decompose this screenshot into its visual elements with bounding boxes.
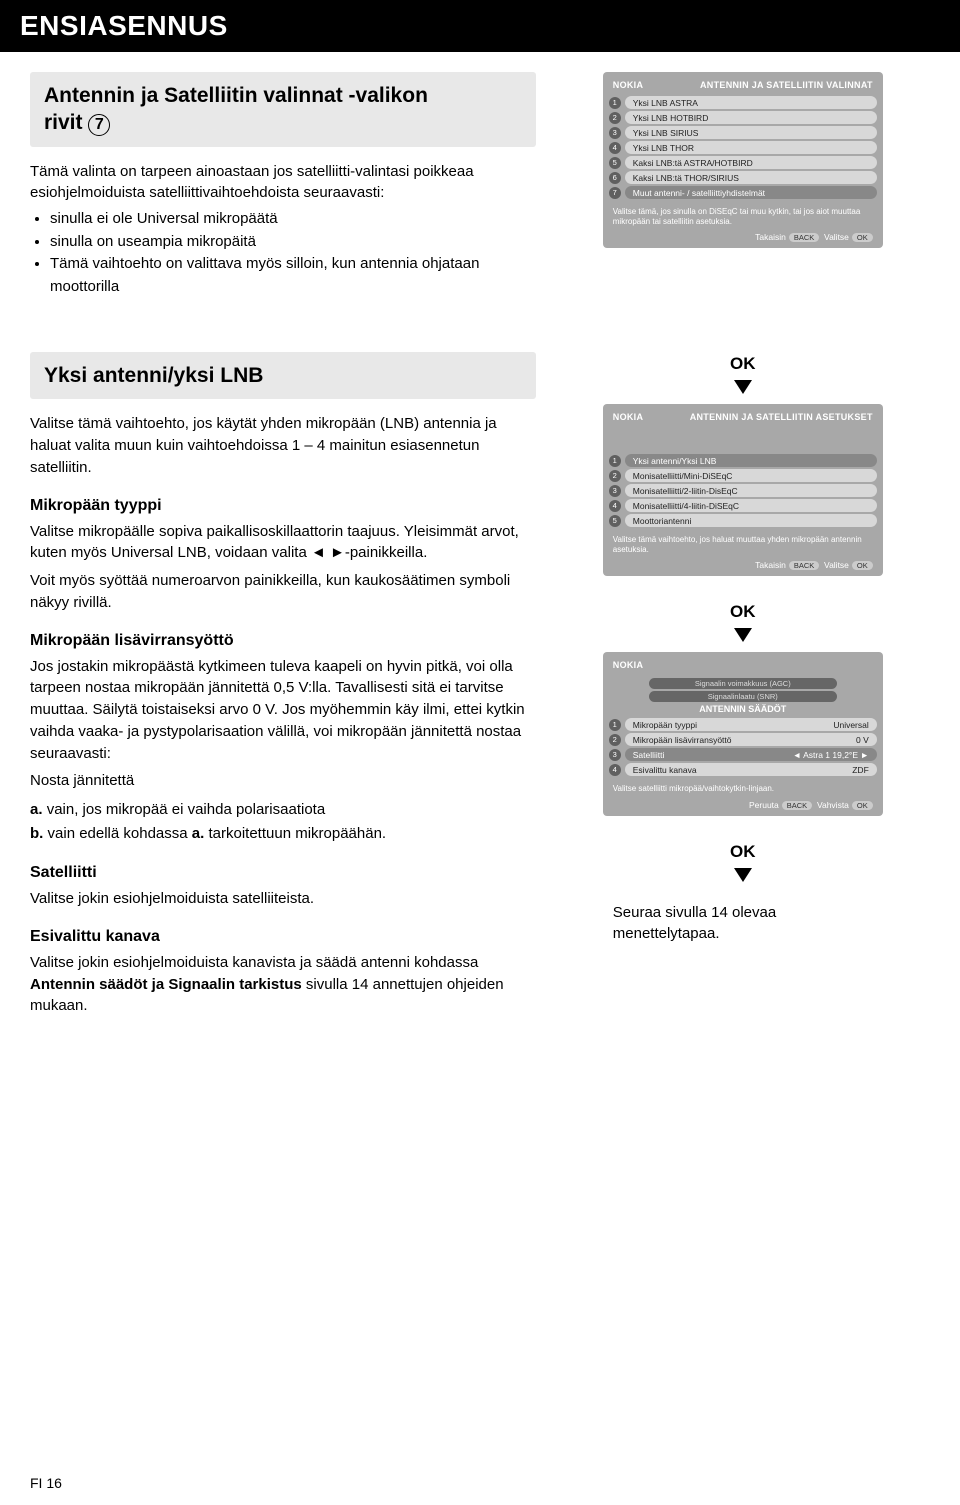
- item-b-prefix: vain edellä kohdassa: [48, 825, 188, 842]
- scr1-item: Yksi LNB ASTRA: [625, 96, 877, 109]
- snr-bar: Signaalinlaatu (SNR): [649, 691, 837, 702]
- arrow-down-icon: [734, 380, 752, 394]
- section1-bullets: sinulla ei ole Universal mikropäätä sinu…: [30, 208, 536, 298]
- item-b: b. vain edellä kohdassa a. tarkoitettuun…: [30, 822, 536, 846]
- screenshot-antenna-adjust: NOKIA Signaalin voimakkuus (AGC) Signaal…: [603, 652, 883, 816]
- page-banner: ENSIASENNUS: [0, 0, 960, 52]
- ok-btn-icon: OK: [852, 561, 873, 570]
- scr1-back: Takaisin: [755, 232, 786, 242]
- item-a: a. vain, jos mikropää ei vaihda polarisa…: [30, 798, 536, 822]
- scr2-item-selected: Yksi antenni/Yksi LNB: [625, 454, 877, 467]
- sub2-p1: Jos jostakin mikropäästä kytkimeen tulev…: [30, 656, 536, 765]
- scr2-hint: Valitse tämä vaihtoehto, jos haluat muut…: [609, 529, 877, 556]
- follow-text: Seuraa sivulla 14 olevaa menettelytapaa.: [613, 902, 873, 944]
- scr3-row-label: Satelliitti: [633, 750, 665, 760]
- section2-title: Yksi antenni/yksi LNB: [30, 352, 536, 399]
- scr2-item: Monisatelliitti/4-liitin-DiSEqC: [625, 499, 877, 512]
- scr3-hint: Valitse satelliitti mikropää/vaihtokytki…: [609, 778, 877, 796]
- scr1-item-selected: Muut antenni- / satelliittiyhdistelmät: [625, 186, 877, 199]
- bullet-item: sinulla on useampia mikropäitä: [50, 231, 536, 254]
- scr-title: ANTENNIN JA SATELLIITIN VALINNAT: [700, 80, 873, 90]
- scr3-row-value: ◄ Astra 1 19,2°E ►: [793, 750, 869, 760]
- section1-title-line2-prefix: rivit: [44, 111, 83, 134]
- scr2-item: Monisatelliitti/Mini-DiSEqC: [625, 469, 877, 482]
- section2-intro: Valitse tämä vaihtoehto, jos käytät yhde…: [30, 413, 536, 478]
- ok-label-3: OK: [730, 842, 756, 862]
- circled-number: 7: [88, 114, 110, 136]
- scr3-row: Esivalittu kanava ZDF: [625, 763, 877, 776]
- section1-intro: Tämä valinta on tarpeen ainoastaan jos s…: [30, 161, 536, 205]
- section1-title-line1: Antennin ja Satelliitin valinnat -valiko…: [44, 84, 428, 107]
- scr3-row-value: Universal: [833, 720, 868, 730]
- back-btn-icon: BACK: [782, 801, 812, 810]
- scr3-row-value: 0 V: [856, 735, 869, 745]
- sub1-p1: Valitse mikropäälle sopiva paikallisoski…: [30, 521, 536, 565]
- scr-title: ANTENNIN JA SATELLIITIN ASETUKSET: [690, 412, 873, 422]
- bullet-item: Tämä vaihtoehto on valittava myös silloi…: [50, 253, 536, 298]
- item-b-suffix: tarkoitettuun mikropäähän.: [208, 825, 386, 842]
- scr3-cancel: Peruuta: [749, 800, 779, 810]
- sub-esivalittu-kanava: Esivalittu kanava: [30, 928, 536, 946]
- section1-title: Antennin ja Satelliitin valinnat -valiko…: [30, 72, 536, 147]
- scr3-row: Mikropään lisävirransyöttö 0 V: [625, 733, 877, 746]
- ok-btn-icon: OK: [852, 233, 873, 242]
- scr3-title: ANTENNIN SÄÄDÖT: [609, 704, 877, 714]
- arrow-down-icon: [734, 628, 752, 642]
- sub1-p2: Voit myös syöttää numeroarvon painikkeil…: [30, 570, 536, 614]
- scr2-select: Valitse: [824, 560, 849, 570]
- scr3-row: Mikropään tyyppi Universal: [625, 718, 877, 731]
- page-number: FI 16: [30, 1475, 62, 1491]
- scr1-item: Kaksi LNB:tä THOR/SIRIUS: [625, 171, 877, 184]
- scr-brand: NOKIA: [613, 412, 644, 422]
- scr1-hint: Valitse tämä, jos sinulla on DiSEqC tai …: [609, 201, 877, 228]
- scr3-row-selected: Satelliitti ◄ Astra 1 19,2°E ►: [625, 748, 877, 761]
- scr2-item: Monisatelliitti/2-liitin-DisEqC: [625, 484, 877, 497]
- scr3-row-label: Esivalittu kanava: [633, 765, 697, 775]
- scr3-row-value: ZDF: [852, 765, 869, 775]
- back-btn-icon: BACK: [789, 561, 819, 570]
- ok-btn-icon: OK: [852, 801, 873, 810]
- scr1-item: Yksi LNB THOR: [625, 141, 877, 154]
- item-a-text: vain, jos mikropää ei vaihda polarisaati…: [47, 801, 326, 818]
- screenshot-antenna-sat-settings: NOKIA ANTENNIN JA SATELLIITIN ASETUKSET …: [603, 404, 883, 576]
- sub3-p: Valitse jokin esiohjelmoiduista satellii…: [30, 888, 536, 910]
- scr1-item: Kaksi LNB:tä ASTRA/HOTBIRD: [625, 156, 877, 169]
- scr-brand: NOKIA: [613, 80, 644, 90]
- scr3-row-label: Mikropään tyyppi: [633, 720, 697, 730]
- scr2-back: Takaisin: [755, 560, 786, 570]
- scr3-confirm: Vahvista: [817, 800, 849, 810]
- sub-satelliitti: Satelliitti: [30, 864, 536, 882]
- scr3-row-label: Mikropään lisävirransyöttö: [633, 735, 732, 745]
- ok-label-1: OK: [730, 354, 756, 374]
- back-btn-icon: BACK: [789, 233, 819, 242]
- arrow-down-icon: [734, 868, 752, 882]
- raise-voltage: Nosta jännitettä: [30, 770, 536, 792]
- scr1-select: Valitse: [824, 232, 849, 242]
- scr-brand: NOKIA: [613, 660, 644, 670]
- scr1-item: Yksi LNB HOTBIRD: [625, 111, 877, 124]
- sub4-p: Valitse jokin esiohjelmoiduista kanavist…: [30, 952, 536, 1017]
- bullet-item: sinulla ei ole Universal mikropäätä: [50, 208, 536, 231]
- screenshot-antenna-sat-selection: NOKIA ANTENNIN JA SATELLIITIN VALINNAT 1…: [603, 72, 883, 248]
- agc-bar: Signaalin voimakkuus (AGC): [649, 678, 837, 689]
- sub-mikropaan-tyyppi: Mikropään tyyppi: [30, 497, 536, 515]
- ok-label-2: OK: [730, 602, 756, 622]
- sub-lisavirransyotto: Mikropään lisävirransyöttö: [30, 632, 536, 650]
- scr2-item: Moottoriantenni: [625, 514, 877, 527]
- scr1-item: Yksi LNB SIRIUS: [625, 126, 877, 139]
